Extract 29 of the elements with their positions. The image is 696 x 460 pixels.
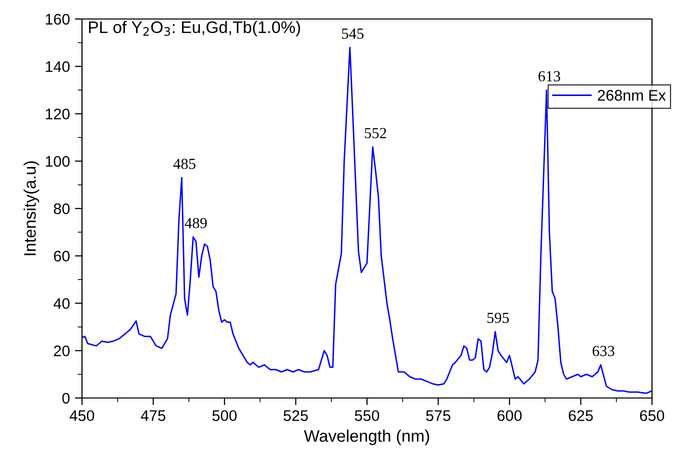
y-axis-title: Intensity(a.u)	[24, 161, 40, 256]
y-tick-label: 140	[46, 61, 70, 72]
annotation: 489	[184, 218, 207, 228]
annotation: 552	[364, 128, 386, 138]
x-tick-label: 450	[70, 410, 94, 422]
x-tick-label: 625	[568, 410, 593, 422]
annotation: 595	[487, 312, 509, 324]
y-tick-label: 120	[46, 108, 70, 120]
x-tick-label: 575	[426, 410, 450, 422]
annotation: 613	[538, 71, 560, 82]
x-axis-title: Wavelength (nm)	[304, 430, 430, 446]
x-tick-label: 500	[212, 410, 237, 422]
y-tick-label: 40	[54, 298, 70, 309]
y-tick-label: 0	[62, 392, 70, 404]
annotation: 633	[592, 346, 614, 356]
x-tick-label: 475	[140, 410, 166, 422]
x-tick-label: 600	[498, 410, 522, 422]
chart-title: PL of Y$_{2}$O$_{3}$: Eu,Gd,Tb(1.0%)	[89, 20, 300, 36]
y-tick-label: 100	[46, 156, 70, 167]
y-tick-label: 60	[54, 250, 70, 262]
x-tick-label: 525	[284, 410, 308, 422]
annotation: 485	[173, 158, 196, 170]
legend-label: 268nm Ex	[598, 90, 666, 101]
x-tick-label: 550	[354, 410, 380, 422]
y-tick-label: 80	[54, 203, 70, 214]
y-tick-label: 160	[46, 14, 70, 25]
y-tick-label: 20	[54, 345, 70, 356]
x-tick-label: 650	[640, 410, 664, 422]
annotation: 545	[342, 28, 364, 39]
